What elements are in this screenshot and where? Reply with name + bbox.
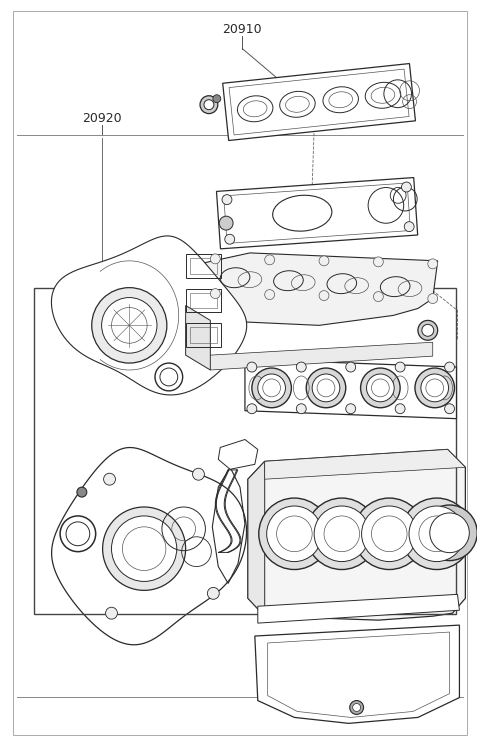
Polygon shape	[51, 236, 247, 395]
Circle shape	[264, 289, 275, 300]
Circle shape	[207, 587, 219, 599]
Circle shape	[312, 374, 340, 402]
Circle shape	[102, 298, 157, 353]
Circle shape	[409, 506, 464, 562]
Circle shape	[222, 195, 232, 204]
Circle shape	[401, 498, 472, 569]
Polygon shape	[52, 448, 247, 645]
Circle shape	[210, 254, 220, 264]
Circle shape	[395, 404, 405, 414]
Bar	[186, 289, 221, 313]
Circle shape	[204, 100, 214, 110]
Polygon shape	[218, 439, 258, 469]
Circle shape	[422, 505, 477, 560]
Circle shape	[373, 257, 384, 267]
Text: 20910: 20910	[223, 23, 262, 36]
Circle shape	[219, 216, 233, 230]
Circle shape	[421, 374, 448, 402]
Bar	[186, 254, 221, 278]
Circle shape	[395, 362, 405, 372]
Circle shape	[428, 294, 438, 304]
Circle shape	[210, 289, 220, 298]
Polygon shape	[210, 342, 433, 370]
Circle shape	[111, 516, 177, 581]
Circle shape	[258, 374, 286, 402]
Circle shape	[160, 368, 178, 386]
Circle shape	[350, 700, 363, 715]
Bar	[190, 292, 217, 309]
Circle shape	[104, 473, 116, 485]
Text: 20920: 20920	[83, 113, 122, 125]
Circle shape	[247, 362, 257, 372]
Circle shape	[225, 234, 235, 244]
Polygon shape	[186, 253, 438, 325]
Circle shape	[428, 259, 438, 269]
Polygon shape	[245, 359, 456, 419]
Polygon shape	[258, 595, 459, 623]
Circle shape	[267, 506, 322, 562]
Circle shape	[296, 362, 306, 372]
Circle shape	[415, 368, 455, 408]
Polygon shape	[264, 449, 466, 479]
Circle shape	[319, 256, 329, 266]
Circle shape	[354, 498, 425, 569]
Circle shape	[319, 291, 329, 301]
Bar	[34, 288, 456, 614]
Circle shape	[306, 498, 377, 569]
Circle shape	[418, 320, 438, 340]
Circle shape	[200, 95, 218, 113]
Circle shape	[422, 325, 434, 336]
Polygon shape	[223, 63, 416, 140]
Circle shape	[264, 255, 275, 265]
Circle shape	[106, 607, 118, 619]
Circle shape	[192, 468, 204, 480]
Circle shape	[430, 513, 469, 553]
Circle shape	[353, 703, 360, 712]
Circle shape	[306, 368, 346, 408]
Circle shape	[373, 292, 384, 301]
Circle shape	[361, 506, 417, 562]
Circle shape	[367, 374, 394, 402]
Circle shape	[252, 368, 291, 408]
Circle shape	[404, 222, 414, 231]
Bar	[190, 258, 217, 274]
Circle shape	[259, 498, 330, 569]
Circle shape	[247, 404, 257, 414]
Bar	[186, 323, 221, 347]
Circle shape	[444, 362, 455, 372]
Polygon shape	[186, 306, 210, 370]
Circle shape	[66, 522, 90, 546]
Bar	[190, 327, 217, 343]
Circle shape	[314, 506, 370, 562]
Circle shape	[213, 95, 221, 103]
Circle shape	[401, 182, 411, 192]
Circle shape	[103, 507, 186, 590]
Circle shape	[296, 404, 306, 414]
Polygon shape	[248, 449, 466, 620]
Circle shape	[92, 288, 167, 363]
Circle shape	[444, 404, 455, 414]
Circle shape	[346, 362, 356, 372]
Circle shape	[346, 404, 356, 414]
Polygon shape	[255, 625, 459, 724]
Polygon shape	[248, 461, 264, 616]
Circle shape	[77, 487, 87, 497]
Polygon shape	[216, 178, 418, 249]
Circle shape	[360, 368, 400, 408]
